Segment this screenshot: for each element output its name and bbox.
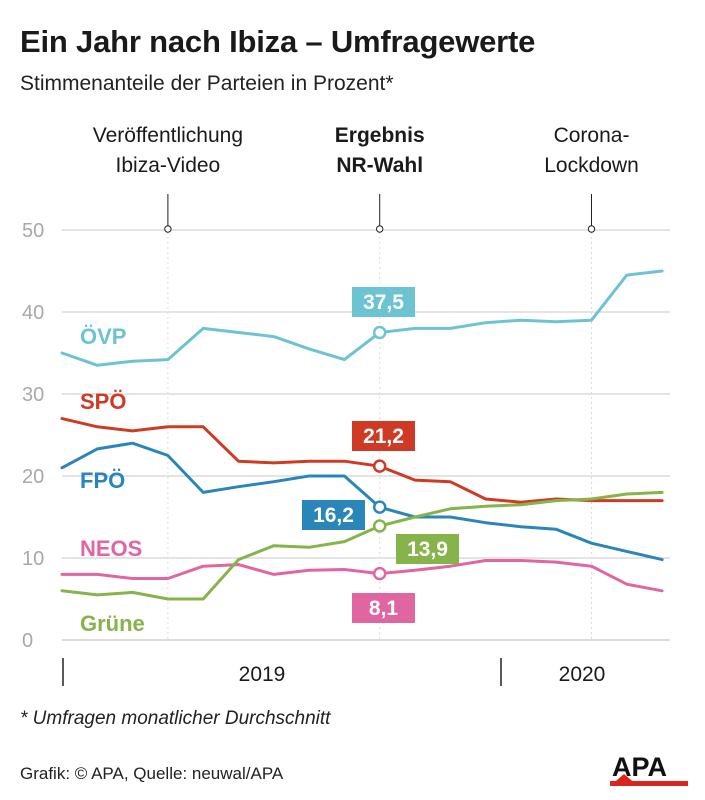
value-box-neos <box>352 593 415 623</box>
y-tick-label-0: 0 <box>22 630 33 652</box>
value-box-oevp <box>352 287 415 317</box>
event-label-0-0: Veröffentlichung <box>93 124 243 147</box>
logo-text: APA <box>612 752 667 782</box>
y-tick-label-10: 10 <box>22 548 44 570</box>
series-label-gruene: Grüne <box>80 611 145 636</box>
event-label-0-1: Ibiza-Video <box>116 154 221 177</box>
chart-title: Ein Jahr nach Ibiza – Umfragewerte <box>20 24 536 59</box>
highlight-point-neos <box>372 566 387 581</box>
event-label-2-1: Lockdown <box>544 154 639 177</box>
value-box-spoe <box>352 421 415 451</box>
value-box-gruene <box>396 534 459 564</box>
x-period-label-2019: 2019 <box>239 663 286 686</box>
event-dot-2 <box>587 225 596 233</box>
series-line-oevp <box>60 269 664 367</box>
apa-logo: APA <box>610 752 688 786</box>
series-line-fpoe <box>60 441 664 562</box>
event-dot-1 <box>376 225 384 233</box>
logo-bar <box>610 781 688 786</box>
y-tick-label-50: 50 <box>22 220 44 242</box>
event-dot-0 <box>164 225 172 233</box>
highlight-point-oevp <box>372 325 387 340</box>
y-tick-label-30: 30 <box>22 384 44 406</box>
value-label-oevp: 37,5 <box>363 291 404 314</box>
series-line-gruene <box>60 490 664 601</box>
chart-subtitle: Stimmenanteile der Parteien in Prozent* <box>20 72 394 95</box>
x-period-label-2020: 2020 <box>559 663 606 686</box>
event-label-2-0: Corona- <box>554 124 630 147</box>
series-label-spoe: SPÖ <box>80 389 126 414</box>
value-label-fpoe: 16,2 <box>313 504 354 527</box>
value-label-gruene: 13,9 <box>407 538 448 561</box>
y-tick-label-40: 40 <box>22 302 44 324</box>
event-label-1-0: Ergebnis <box>335 124 425 147</box>
line-chart: 0 10 20 30 40 50 Veröffentlichung Ibiza-Video Er… <box>22 124 670 686</box>
value-label-neos: 8,1 <box>369 597 399 620</box>
series-label-neos: NEOS <box>80 536 142 561</box>
value-box-fpoe <box>302 500 365 530</box>
highlight-point-fpoe <box>372 500 387 514</box>
series-label-oevp: ÖVP <box>80 324 126 349</box>
series-label-fpoe: FPÖ <box>80 468 125 493</box>
highlight-point-spoe <box>372 459 387 473</box>
source-credit: Grafik: © APA, Quelle: neuwal/APA <box>20 764 284 783</box>
value-label-spoe: 21,2 <box>363 425 404 448</box>
y-tick-label-20: 20 <box>22 466 44 488</box>
series-line-neos <box>60 559 664 593</box>
highlight-point-gruene <box>372 519 387 533</box>
footnote: * Umfragen monatlicher Durchschnitt <box>20 708 331 729</box>
event-label-1-1: NR-Wahl <box>336 154 423 177</box>
